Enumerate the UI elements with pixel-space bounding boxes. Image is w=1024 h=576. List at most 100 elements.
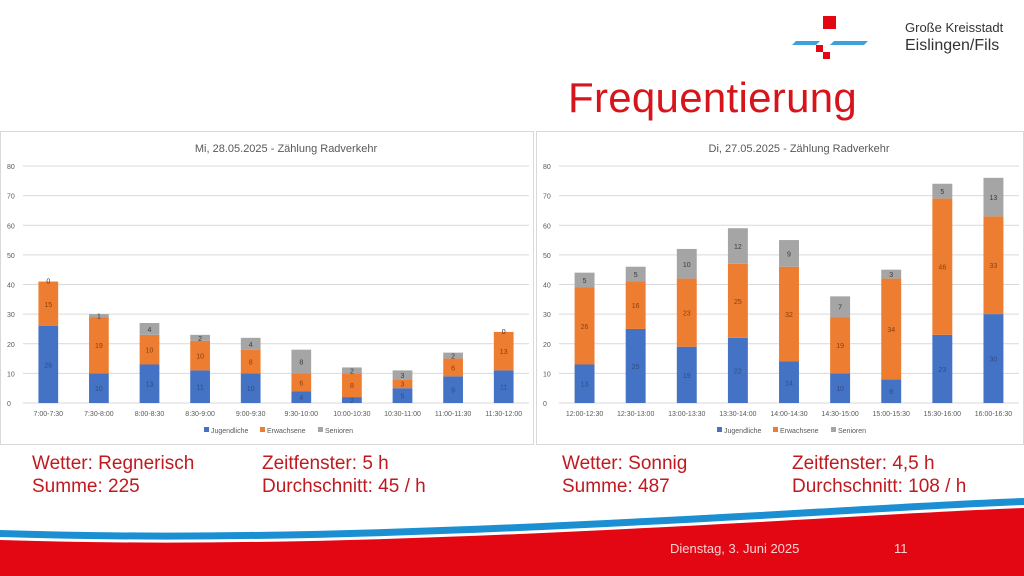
x-tick-label: 11:00-11:30: [435, 411, 471, 418]
data-label: 2: [198, 336, 202, 343]
x-tick-label: 9:00-9:30: [236, 411, 266, 418]
bar-erwachsene: [190, 340, 210, 371]
legend-label: Senioren: [325, 428, 353, 435]
data-label: 22: [734, 368, 742, 375]
bar-erwachsene: [983, 216, 1004, 315]
bar-jugendliche: [727, 337, 748, 403]
data-label: 13: [146, 382, 154, 389]
y-tick-label: 80: [543, 164, 551, 171]
x-tick-label: 7:30-8:00: [84, 411, 114, 418]
weather-right: Wetter: Sonnig: [562, 453, 688, 474]
data-label: 11: [500, 385, 507, 392]
data-label: 19: [95, 343, 103, 350]
stats-right-col2: Zeitfenster: 4,5 h Durchschnitt: 108 / h: [792, 452, 966, 498]
logo-red-small-1: [816, 45, 823, 52]
x-tick-label: 15:30-16:00: [924, 411, 961, 418]
bar-erwachsene: [881, 278, 902, 380]
legend-label: Senioren: [838, 428, 866, 435]
data-label: 11: [196, 385, 203, 392]
bar-erwachsene: [676, 278, 697, 347]
y-tick-label: 20: [543, 342, 551, 349]
bar-erwachsene: [443, 358, 463, 377]
data-label: 2: [451, 354, 455, 361]
bar-erwachsene: [493, 331, 514, 371]
data-label: 2: [350, 398, 354, 405]
x-tick-label: 7:00-7:30: [34, 411, 64, 418]
bar-erwachsene: [779, 266, 799, 362]
bar-jugendliche: [574, 364, 595, 403]
bar-erwachsene: [240, 349, 261, 374]
window-right: Zeitfenster: 4,5 h: [792, 453, 935, 474]
data-label: 4: [249, 342, 253, 349]
bar-senioren: [830, 296, 851, 318]
data-label: 26: [44, 362, 52, 369]
chart-tuesday-svg: Di, 27.05.2025 - Zählung Radverkehr 0 10 20…: [543, 143, 1019, 435]
x-tick-label: 13:30-14:00: [719, 411, 756, 418]
data-label: 10: [196, 354, 204, 361]
bar-erwachsene: [830, 317, 851, 374]
data-label: 8: [249, 360, 253, 367]
legend-swatch-jugendliche: [204, 427, 209, 432]
city-name: Große Kreisstadt Eislingen/Fils: [905, 20, 1003, 56]
data-label: 10: [836, 386, 844, 393]
bar-jugendliche: [392, 388, 413, 403]
page-title: Frequentierung: [568, 74, 858, 121]
window-left: Zeitfenster: 5 h: [262, 453, 389, 474]
logo-red-square: [823, 16, 836, 29]
footer-wave: [0, 498, 1024, 576]
data-label: 0: [46, 279, 50, 286]
data-label: 16: [632, 303, 640, 310]
x-tick-label: 10:30-11:00: [384, 411, 421, 418]
bar-senioren: [392, 370, 413, 380]
legend-swatch-erwachsene: [260, 427, 265, 432]
data-label: 25: [632, 364, 640, 371]
y-tick-label: 30: [7, 312, 15, 319]
x-tick-label: 9:30-10:00: [285, 411, 319, 418]
data-label: 3: [401, 373, 405, 380]
bar-jugendliche: [676, 346, 697, 403]
y-tick-label: 10: [543, 371, 551, 378]
bar-senioren: [932, 183, 953, 199]
bar-jugendliche: [89, 373, 109, 403]
bar-jugendliche: [139, 364, 160, 403]
footer-red-band: [0, 508, 1024, 576]
x-tick-label: 13:00-13:30: [668, 411, 705, 418]
logo-red-small-2: [823, 52, 830, 59]
data-label: 5: [940, 189, 944, 196]
y-tick-label: 40: [543, 283, 551, 290]
bar-erwachsene: [38, 281, 59, 326]
sum-left: Summe: 225: [32, 476, 140, 497]
bar-jugendliche: [881, 379, 902, 403]
data-label: 6: [299, 380, 303, 387]
data-label: 4: [148, 327, 152, 334]
data-label: 10: [95, 386, 103, 393]
data-label: 3: [889, 272, 893, 279]
data-label: 23: [683, 311, 691, 318]
stats-left-col1: Wetter: Regnerisch Summe: 225: [32, 452, 194, 498]
legend-swatch-senioren: [831, 427, 836, 432]
y-tick-label: 30: [543, 312, 551, 319]
bar-senioren: [291, 349, 312, 374]
bar-jugendliche: [342, 397, 362, 403]
bar-jugendliche: [932, 334, 953, 403]
stats-right-col1: Wetter: Sonnig Summe: 487: [562, 452, 687, 498]
y-tick-label: 20: [7, 342, 15, 349]
bar-senioren: [139, 323, 160, 335]
y-tick-label: 70: [7, 194, 15, 201]
data-label: 26: [581, 324, 589, 331]
x-tick-label: 15:00-15:30: [873, 411, 910, 418]
bar-jugendliche: [240, 373, 261, 403]
bar-jugendliche: [291, 391, 312, 403]
legend-swatch-erwachsene: [773, 427, 778, 432]
bar-senioren: [983, 177, 1004, 217]
bar-senioren: [881, 269, 902, 279]
data-label: 9: [787, 251, 791, 258]
bar-jugendliche: [493, 370, 514, 403]
x-tick-label: 14:00-14:30: [770, 411, 807, 418]
data-label: 32: [785, 312, 793, 319]
x-tick-label: 8:00-8:30: [135, 411, 165, 418]
bar-senioren: [89, 314, 109, 318]
chart-wednesday: Mi, 28.05.2025 - Zählung Radverkehr 0 10 20…: [0, 131, 534, 445]
data-label: 19: [836, 343, 844, 350]
weather-left: Wetter: Regnerisch: [32, 453, 195, 474]
